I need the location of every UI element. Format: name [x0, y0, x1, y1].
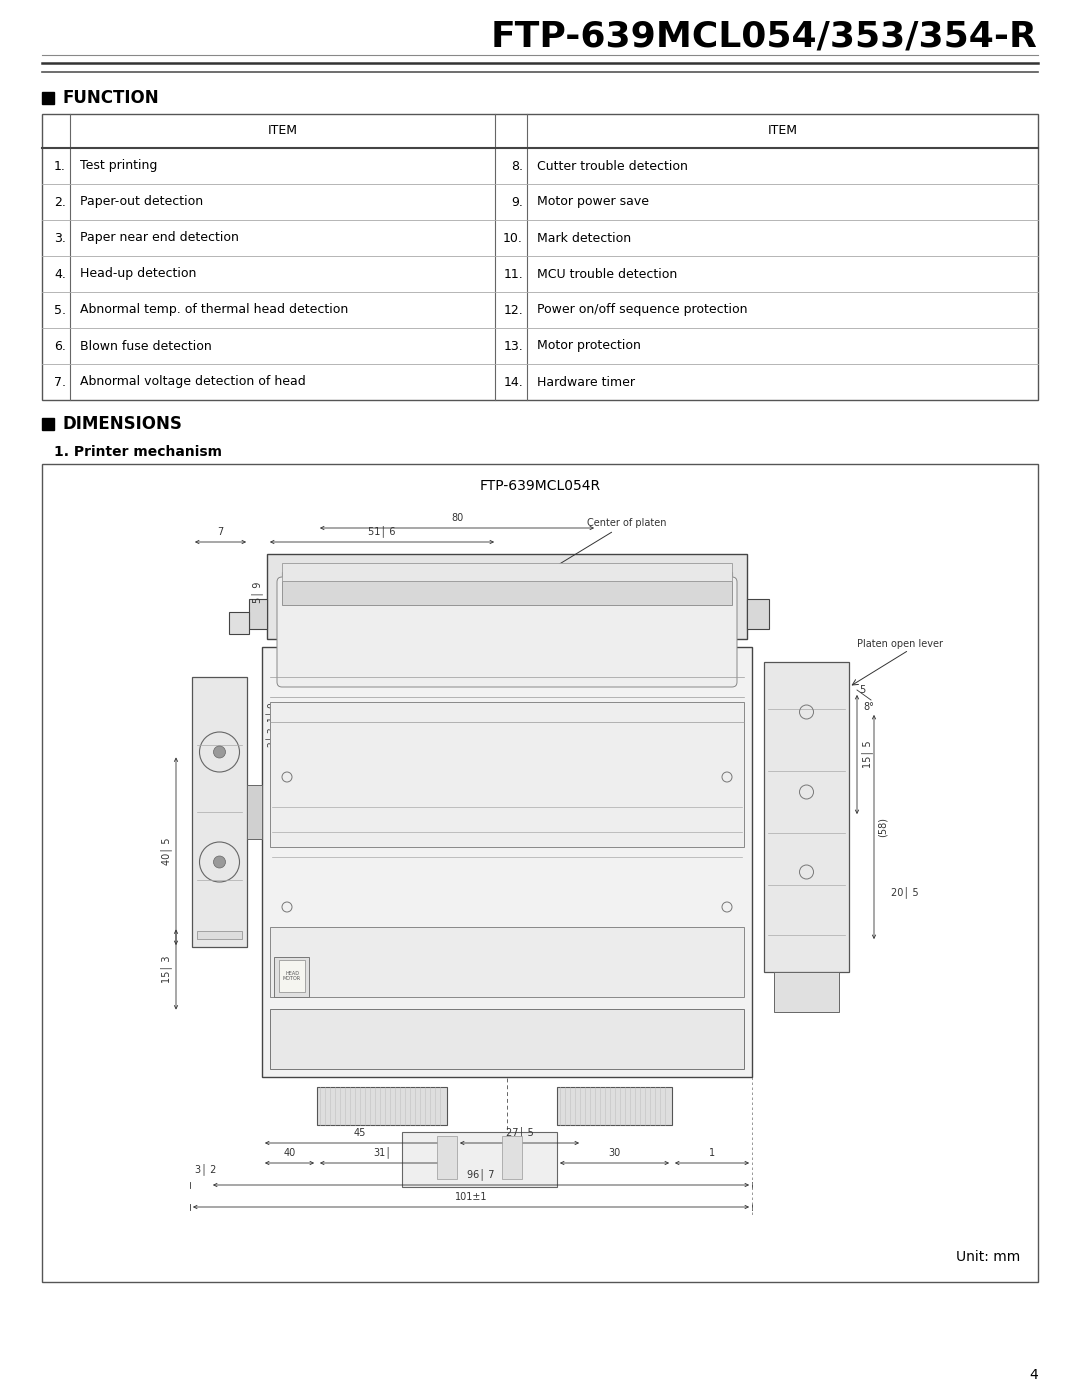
Text: 13.: 13.	[503, 339, 523, 352]
Bar	[249, 599, 267, 629]
Bar	[747, 599, 769, 629]
Bar	[42, 115, 1038, 400]
Text: 5.: 5.	[54, 303, 66, 317]
Text: 15│ 3: 15│ 3	[160, 956, 172, 983]
Text: 27│ 5: 27│ 5	[505, 1126, 534, 1139]
Text: 31│: 31│	[373, 1146, 391, 1158]
Text: Motor protection: Motor protection	[537, 339, 640, 352]
Text: Abnormal temp. of thermal head detection: Abnormal temp. of thermal head detection	[80, 303, 348, 317]
Text: HEAD
MOTOR: HEAD MOTOR	[283, 971, 301, 982]
Bar	[402, 1132, 557, 1187]
Text: 4: 4	[1029, 1368, 1038, 1382]
Text: DIMENSIONS: DIMENSIONS	[62, 415, 181, 433]
Text: 5│ 9: 5│ 9	[251, 581, 262, 604]
Bar	[247, 785, 262, 840]
Text: 8.: 8.	[511, 159, 523, 172]
Text: 3│ 2: 3│ 2	[195, 1164, 216, 1175]
Text: Paper near end detection: Paper near end detection	[80, 232, 239, 244]
Bar	[774, 972, 839, 1011]
Text: 8°: 8°	[863, 703, 874, 712]
Text: 5: 5	[859, 685, 865, 694]
Text: Center of platen: Center of platen	[511, 518, 666, 594]
Bar	[557, 1087, 672, 1125]
Text: 4.: 4.	[54, 267, 66, 281]
Bar	[282, 581, 732, 605]
Text: Power on/off sequence protection: Power on/off sequence protection	[537, 303, 747, 317]
Circle shape	[214, 746, 226, 759]
Bar	[42, 464, 1038, 1282]
Text: 7.: 7.	[54, 376, 66, 388]
Bar	[42, 418, 54, 430]
Text: 6.: 6.	[54, 339, 66, 352]
Text: 20│ 5: 20│ 5	[891, 886, 919, 898]
Text: 3.: 3.	[54, 232, 66, 244]
Text: 1│ 0: 1│ 0	[266, 703, 276, 722]
Text: 10.: 10.	[503, 232, 523, 244]
Text: FTP-639MCL054R: FTP-639MCL054R	[480, 479, 600, 493]
Bar	[267, 555, 747, 638]
Bar	[192, 678, 247, 947]
Text: 7: 7	[217, 527, 224, 536]
Text: Hardware timer: Hardware timer	[537, 376, 635, 388]
Bar	[197, 930, 242, 939]
Text: Blown fuse detection: Blown fuse detection	[80, 339, 212, 352]
Bar	[270, 1009, 744, 1069]
Text: 51│ 6: 51│ 6	[368, 525, 395, 536]
Bar	[279, 960, 305, 992]
Text: Abnormal voltage detection of head: Abnormal voltage detection of head	[80, 376, 306, 388]
Text: 96│ 7: 96│ 7	[468, 1168, 495, 1180]
Bar	[270, 703, 744, 847]
Bar	[318, 1087, 447, 1125]
Text: ITEM: ITEM	[268, 124, 297, 137]
Text: 80: 80	[450, 513, 463, 522]
Text: 2│ 3: 2│ 3	[266, 728, 276, 747]
Circle shape	[214, 856, 226, 868]
Text: MCU trouble detection: MCU trouble detection	[537, 267, 677, 281]
Text: 11.: 11.	[503, 267, 523, 281]
Bar	[270, 928, 744, 997]
Text: Unit: mm: Unit: mm	[956, 1250, 1020, 1264]
Text: 30: 30	[608, 1148, 621, 1158]
Text: Platen open lever: Platen open lever	[858, 638, 943, 650]
Text: ITEM: ITEM	[768, 124, 797, 137]
Text: 1: 1	[708, 1148, 715, 1158]
Bar	[437, 1136, 457, 1179]
Bar	[282, 571, 732, 627]
Text: 9.: 9.	[511, 196, 523, 208]
Text: Paper-out detection: Paper-out detection	[80, 196, 203, 208]
Text: 12.: 12.	[503, 303, 523, 317]
Bar	[502, 1136, 522, 1179]
Text: 1.: 1.	[54, 159, 66, 172]
Bar	[282, 563, 732, 581]
Text: Mark detection: Mark detection	[537, 232, 631, 244]
Text: FTP-639MCL054/353/354-R: FTP-639MCL054/353/354-R	[491, 20, 1038, 53]
Text: 45: 45	[353, 1127, 366, 1139]
Text: 15│ 5: 15│ 5	[861, 740, 873, 768]
Text: Cutter trouble detection: Cutter trouble detection	[537, 159, 688, 172]
Bar	[274, 957, 309, 997]
Text: Motor power save: Motor power save	[537, 196, 649, 208]
Text: 40: 40	[283, 1148, 296, 1158]
Text: 35 (paper end sensor): 35 (paper end sensor)	[310, 654, 419, 664]
FancyBboxPatch shape	[276, 577, 737, 687]
Text: 40│ 5: 40│ 5	[160, 837, 172, 865]
Text: FUNCTION: FUNCTION	[62, 89, 159, 108]
Bar	[42, 92, 54, 103]
Text: 2.: 2.	[54, 196, 66, 208]
Text: (58): (58)	[878, 817, 888, 837]
Bar	[229, 612, 249, 634]
Bar	[764, 662, 849, 972]
Bar	[262, 647, 752, 1077]
Text: 1. Printer mechanism: 1. Printer mechanism	[54, 446, 222, 460]
Text: 14.: 14.	[503, 376, 523, 388]
Text: Test printing: Test printing	[80, 159, 158, 172]
Text: Head-up detection: Head-up detection	[80, 267, 197, 281]
Text: 101±1: 101±1	[455, 1192, 487, 1201]
